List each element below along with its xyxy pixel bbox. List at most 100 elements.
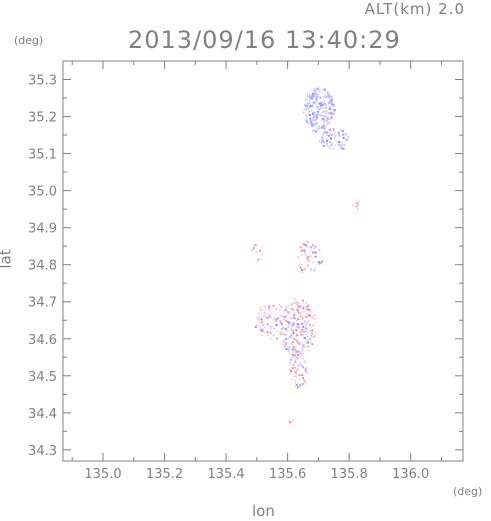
echo-pixel <box>283 344 286 347</box>
echo-pixel <box>322 89 324 91</box>
echo-pixel <box>326 138 329 141</box>
echo-pixel <box>342 147 345 150</box>
echo-pixel <box>306 330 308 332</box>
echo-pixel <box>339 129 342 132</box>
echo-pixel <box>303 109 305 111</box>
echo-pixel <box>297 302 299 304</box>
echo-pixel <box>315 98 318 101</box>
echo-pixel <box>342 143 345 146</box>
echo-pixel <box>300 330 303 333</box>
echo-pixel <box>315 123 318 125</box>
echo-pixel <box>339 141 341 143</box>
echo-pixel <box>306 331 308 333</box>
echo-pixel <box>266 323 269 325</box>
echo-pixel <box>293 352 295 354</box>
echo-pixel <box>312 94 315 97</box>
echo-pixel <box>262 324 265 326</box>
echo-pixel <box>354 212 357 215</box>
echo-pixel <box>327 95 330 98</box>
echo-pixel <box>319 114 322 117</box>
echo-pixel <box>315 120 316 122</box>
echo-pixel <box>304 244 306 246</box>
echo-pixel <box>311 95 314 97</box>
echo-pixel <box>294 375 297 377</box>
echo-pixel <box>304 360 306 362</box>
echo-pixel <box>270 312 273 315</box>
echo-pixel <box>313 269 316 272</box>
echo-pixel <box>261 316 262 318</box>
echo-pixel <box>329 122 331 123</box>
echo-pixel <box>301 319 303 321</box>
echo-pixel <box>316 128 319 131</box>
echo-pixel <box>255 323 257 325</box>
echo-pixel <box>316 116 319 119</box>
echo-pixel <box>310 340 312 342</box>
echo-pixel <box>291 354 293 356</box>
echo-pixel <box>287 321 290 324</box>
echo-pixel <box>323 121 325 123</box>
echo-pixel <box>322 93 324 95</box>
echo-pixel <box>301 316 303 318</box>
echo-pixel <box>312 93 315 96</box>
echo-pixel <box>334 133 335 134</box>
echo-pixel <box>304 321 307 324</box>
echo-pixel <box>312 113 314 115</box>
echo-pixel <box>313 112 316 115</box>
echo-pixel <box>301 254 302 256</box>
echo-pixel <box>270 317 272 319</box>
echo-pixel <box>299 305 300 307</box>
echo-pixel <box>316 106 319 109</box>
echo-pixel <box>316 127 318 129</box>
echo-pixel <box>302 307 305 310</box>
echo-pixel <box>337 132 340 134</box>
echo-pixel <box>261 246 264 249</box>
echo-pixel <box>327 122 330 125</box>
echo-pixel <box>275 324 278 327</box>
echo-pixel <box>326 140 329 143</box>
echo-pixel <box>330 96 333 99</box>
echo-pixel <box>268 306 271 309</box>
echo-pixel <box>302 383 304 385</box>
echo-pixel <box>305 108 308 111</box>
altitude-label: ALT(km) 2.0 <box>364 0 465 18</box>
echo-pixel <box>327 93 330 96</box>
echo-pixel <box>298 343 301 345</box>
echo-pixel <box>295 382 297 384</box>
echo-layer <box>250 87 360 424</box>
echo-pixel <box>327 146 329 148</box>
echo-pixel <box>319 120 321 122</box>
echo-pixel <box>330 116 333 119</box>
echo-pixel <box>345 138 348 141</box>
echo-pixel <box>259 319 261 321</box>
echo-pixel <box>283 347 285 349</box>
echo-pixel <box>321 260 324 263</box>
echo-pixel <box>331 148 333 150</box>
echo-pixel <box>325 93 327 95</box>
echo-pixel <box>307 106 310 109</box>
echo-pixel <box>306 256 308 258</box>
echo-pixel <box>294 298 296 300</box>
echo-pixel <box>322 126 325 129</box>
echo-pixel <box>292 369 294 371</box>
echo-pixel <box>323 138 325 140</box>
echo-pixel <box>324 100 325 102</box>
echo-pixel <box>312 107 314 109</box>
echo-pixel <box>302 366 305 369</box>
echo-pixel <box>289 368 291 370</box>
x-tick-label: 135.6 <box>269 467 306 482</box>
echo-pixel <box>310 268 312 271</box>
echo-pixel <box>283 316 285 318</box>
echo-pixel <box>323 126 325 128</box>
echo-pixel <box>296 309 299 312</box>
echo-pixel <box>311 97 314 100</box>
echo-pixel <box>253 244 256 247</box>
echo-pixel <box>295 301 298 304</box>
echo-pixel <box>281 316 283 318</box>
echo-pixel <box>291 328 293 330</box>
echo-pixel <box>326 139 328 141</box>
echo-pixel <box>323 107 325 109</box>
echo-pixel <box>290 337 292 339</box>
echo-pixel <box>287 311 290 314</box>
echo-pixel <box>330 139 332 141</box>
echo-pixel <box>318 102 321 105</box>
